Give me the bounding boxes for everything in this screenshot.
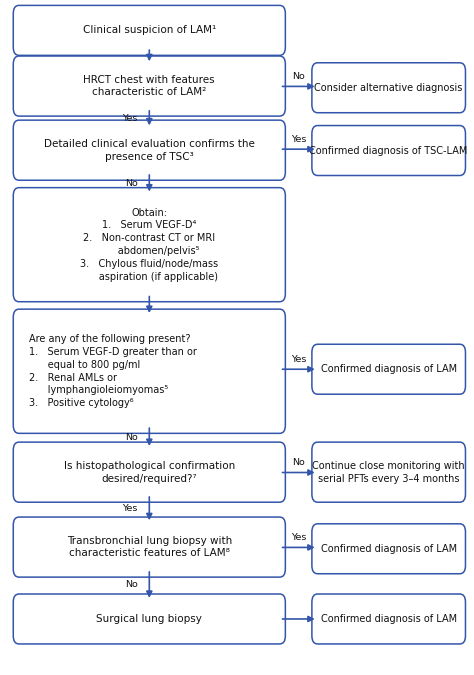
FancyBboxPatch shape xyxy=(312,63,465,113)
FancyBboxPatch shape xyxy=(13,120,285,180)
Text: Yes: Yes xyxy=(291,355,306,364)
FancyBboxPatch shape xyxy=(312,524,465,574)
Text: Surgical lung biopsy: Surgical lung biopsy xyxy=(96,614,202,624)
FancyBboxPatch shape xyxy=(13,188,285,302)
FancyBboxPatch shape xyxy=(312,126,465,176)
Text: Confirmed diagnosis of LAM: Confirmed diagnosis of LAM xyxy=(320,364,457,374)
Text: Obtain:
1.   Serum VEGF-D⁴
2.   Non-contrast CT or MRI
      abdomen/pelvis⁵
3. : Obtain: 1. Serum VEGF-D⁴ 2. Non-contrast… xyxy=(80,208,219,281)
Text: Yes: Yes xyxy=(122,113,137,123)
FancyBboxPatch shape xyxy=(13,56,285,116)
FancyBboxPatch shape xyxy=(312,594,465,644)
Text: Clinical suspicion of LAM¹: Clinical suspicion of LAM¹ xyxy=(82,26,216,35)
Text: Consider alternative diagnosis: Consider alternative diagnosis xyxy=(314,83,463,92)
Text: Yes: Yes xyxy=(122,504,137,513)
Text: Are any of the following present?
1.   Serum VEGF-D greater than or
      equal : Are any of the following present? 1. Ser… xyxy=(29,334,197,408)
FancyBboxPatch shape xyxy=(312,442,465,502)
FancyBboxPatch shape xyxy=(312,344,465,394)
FancyBboxPatch shape xyxy=(13,517,285,577)
Text: No: No xyxy=(125,179,137,188)
Text: Confirmed diagnosis of LAM: Confirmed diagnosis of LAM xyxy=(320,614,457,624)
FancyBboxPatch shape xyxy=(13,442,285,502)
Text: No: No xyxy=(292,72,305,81)
Text: Confirmed diagnosis of LAM: Confirmed diagnosis of LAM xyxy=(320,544,457,554)
Text: Detailed clinical evaluation confirms the
presence of TSC³: Detailed clinical evaluation confirms th… xyxy=(44,139,255,161)
Text: HRCT chest with features
characteristic of LAM²: HRCT chest with features characteristic … xyxy=(83,75,215,97)
FancyBboxPatch shape xyxy=(13,309,285,433)
Text: Transbronchial lung biopsy with
characteristic features of LAM⁸: Transbronchial lung biopsy with characte… xyxy=(67,536,232,558)
Text: Yes: Yes xyxy=(291,135,306,144)
Text: No: No xyxy=(125,580,137,589)
FancyBboxPatch shape xyxy=(13,594,285,644)
Text: No: No xyxy=(292,458,305,467)
Text: No: No xyxy=(125,433,137,441)
Text: Is histopathological confirmation
desired/required?⁷: Is histopathological confirmation desire… xyxy=(64,461,235,483)
Text: Continue close monitoring with
serial PFTs every 3–4 months: Continue close monitoring with serial PF… xyxy=(312,461,465,483)
Text: Yes: Yes xyxy=(291,533,306,542)
Text: Confirmed diagnosis of TSC-LAM: Confirmed diagnosis of TSC-LAM xyxy=(310,146,468,155)
FancyBboxPatch shape xyxy=(13,5,285,55)
